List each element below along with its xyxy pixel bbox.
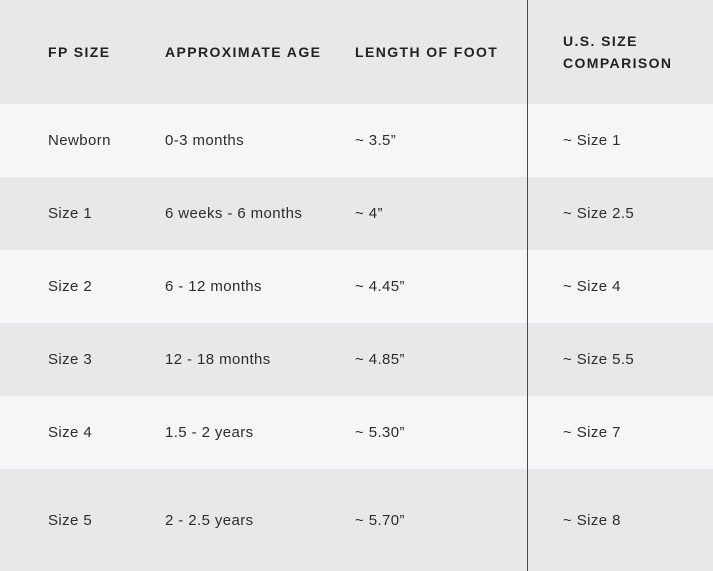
cell-length-of-foot: ~ 5.70” [355, 511, 405, 529]
cell-length-of-foot: ~ 4.45” [355, 278, 405, 295]
table-row: Size 1 6 weeks - 6 months ~ 4” ~ Size 2.… [0, 177, 713, 250]
cell-length-of-foot: ~ 4” [355, 205, 383, 222]
column-header-approximate-age: APPROXIMATE AGE [165, 44, 322, 60]
table-row: Size 4 1.5 - 2 years ~ 5.30” ~ Size 7 [0, 396, 713, 469]
cell-fp-size: Size 2 [48, 278, 93, 295]
column-header-length-of-foot: LENGTH OF FOOT [355, 44, 499, 60]
column-header-fp-size: FP SIZE [48, 44, 111, 60]
cell-length-of-foot: ~ 5.30” [355, 424, 405, 441]
cell-approximate-age: 6 weeks - 6 months [165, 205, 303, 222]
cell-fp-size: Newborn [48, 132, 111, 149]
table-row: Size 5 2 - 2.5 years ~ 5.70” ~ Size 8 [0, 469, 713, 571]
cell-us-size-comparison: ~ Size 4 [563, 278, 621, 295]
cell-us-size-comparison: ~ Size 5.5 [563, 351, 635, 368]
cell-approximate-age: 2 - 2.5 years [165, 511, 254, 529]
cell-us-size-comparison: ~ Size 1 [563, 132, 621, 149]
column-header-us-size-comparison: U.S. SIZE COMPARISON [563, 33, 673, 71]
cell-fp-size: Size 5 [48, 511, 93, 529]
cell-approximate-age: 6 - 12 months [165, 278, 262, 295]
cell-fp-size: Size 1 [48, 205, 93, 222]
table-body: Newborn 0-3 months ~ 3.5” ~ Size 1 Size … [0, 104, 713, 571]
cell-us-size-comparison: ~ Size 2.5 [563, 205, 635, 222]
table-header-row: FP SIZE APPROXIMATE AGE LENGTH OF FOOT U… [0, 0, 713, 104]
cell-fp-size: Size 4 [48, 424, 93, 441]
cell-approximate-age: 0-3 months [165, 132, 245, 149]
cell-us-size-comparison: ~ Size 8 [563, 511, 621, 529]
cell-approximate-age: 12 - 18 months [165, 351, 271, 368]
table-row: Newborn 0-3 months ~ 3.5” ~ Size 1 [0, 104, 713, 177]
column-divider [527, 0, 528, 571]
table-row: Size 3 12 - 18 months ~ 4.85” ~ Size 5.5 [0, 323, 713, 396]
cell-length-of-foot: ~ 3.5” [355, 132, 397, 149]
cell-approximate-age: 1.5 - 2 years [165, 424, 254, 441]
cell-us-size-comparison: ~ Size 7 [563, 424, 621, 441]
cell-fp-size: Size 3 [48, 351, 93, 368]
cell-length-of-foot: ~ 4.85” [355, 351, 405, 368]
table-row: Size 2 6 - 12 months ~ 4.45” ~ Size 4 [0, 250, 713, 323]
